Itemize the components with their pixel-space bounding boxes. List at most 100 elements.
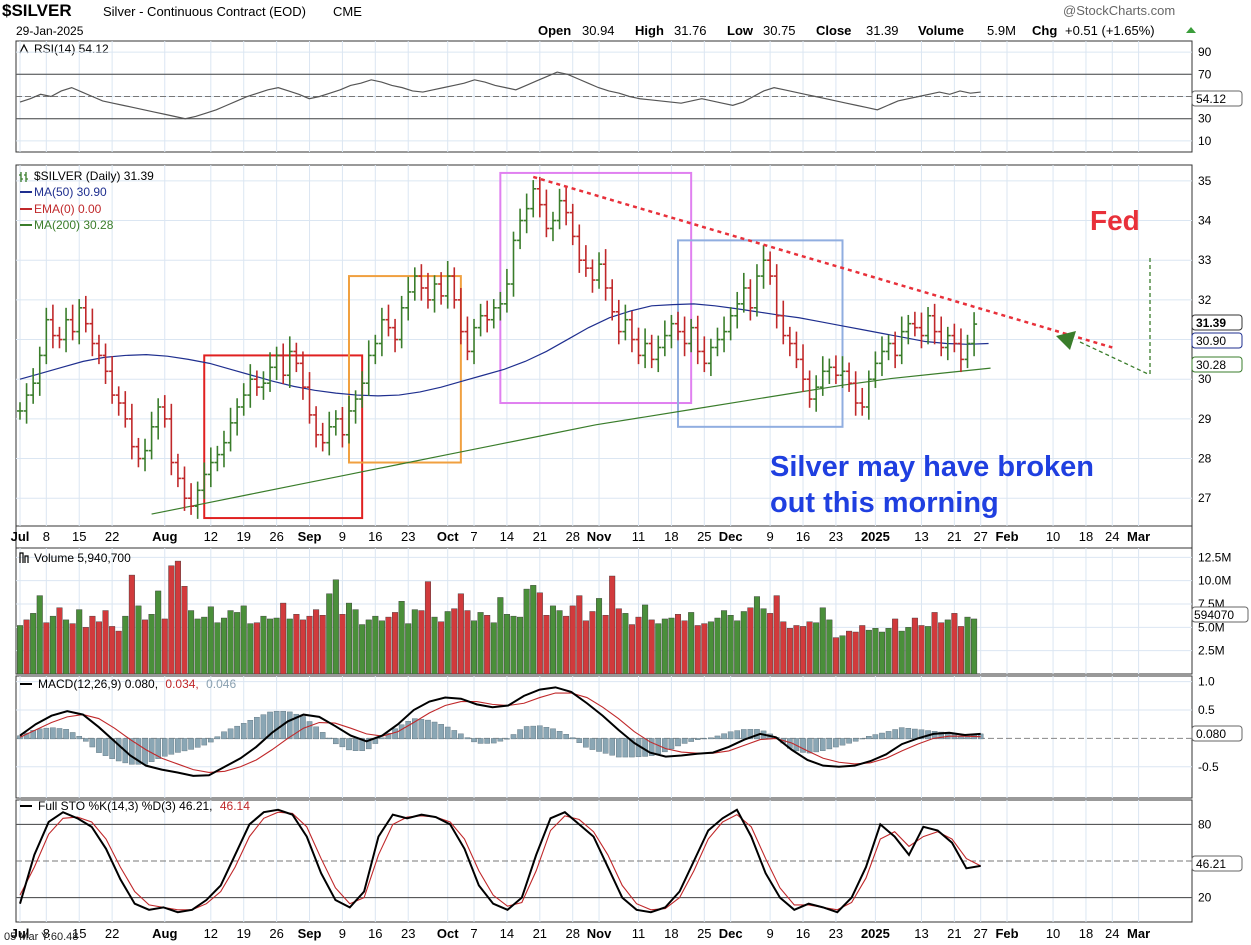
macd-signal-legend: 0.034, xyxy=(165,677,198,691)
y-tick-label: 33 xyxy=(1198,253,1212,267)
volume-bar xyxy=(392,612,399,675)
date-tick-label: 7 xyxy=(470,926,477,941)
macd-hist-bar xyxy=(313,726,319,740)
volume-bar xyxy=(76,609,83,675)
volume-bar xyxy=(385,616,392,675)
macd-hist-bar xyxy=(569,737,576,740)
macd-hist-bar xyxy=(392,728,398,740)
macd-hist-bar xyxy=(517,729,523,740)
macd-hist-bar xyxy=(859,738,866,740)
volume-bar xyxy=(247,623,254,675)
macd-hist-bar xyxy=(451,730,458,740)
volume-bar xyxy=(549,605,556,675)
macd-hist-bar xyxy=(701,738,708,740)
date-tick-label: 10 xyxy=(1046,529,1060,544)
volume-bar xyxy=(95,621,102,675)
macd-hist-bar xyxy=(247,720,254,740)
volume-bar xyxy=(911,617,918,675)
macd-hist-bar xyxy=(543,727,550,740)
macd-hist-bar xyxy=(96,738,102,753)
macd-hist-bar xyxy=(708,737,714,740)
y-tick-label: 32 xyxy=(1198,293,1212,307)
date-tick-label: Nov xyxy=(587,529,612,544)
volume-bar xyxy=(378,620,385,675)
volume-bar xyxy=(740,611,747,675)
macd-hist-bar xyxy=(576,738,583,743)
ma200-badge: 30.28 xyxy=(1196,358,1226,372)
date-tick-label: 13 xyxy=(914,926,928,941)
date-tick-label: 15 xyxy=(72,926,86,941)
y-tick-label: 10 xyxy=(1198,134,1212,148)
volume-bar xyxy=(484,615,491,675)
date-tick-label: 18 xyxy=(1079,926,1093,941)
volume-bar xyxy=(878,631,885,675)
macd-hist-bar xyxy=(273,710,280,740)
macd-hist-bar xyxy=(662,738,668,753)
volume-bar xyxy=(556,610,563,675)
volume-bar xyxy=(760,608,767,675)
volume-bar xyxy=(859,625,866,675)
cursor-readout: 05 Mar Y:60.48 xyxy=(4,931,78,943)
macd-hist-bar xyxy=(918,729,925,740)
volume-bar xyxy=(727,615,734,675)
macd-histogram xyxy=(17,710,984,765)
y-tick-label: 34 xyxy=(1198,214,1212,228)
macd-hist-bar xyxy=(688,738,694,742)
macd-hist-bar xyxy=(89,738,96,748)
volume-bar xyxy=(773,595,780,675)
date-tick-label: 23 xyxy=(829,926,843,941)
volume-bar xyxy=(681,620,688,675)
volume-icon xyxy=(19,552,29,563)
date-tick-label: Feb xyxy=(995,529,1018,544)
date-tick-label: 21 xyxy=(947,926,961,941)
date-tick-label: Nov xyxy=(587,926,612,941)
volume-bar xyxy=(286,618,293,675)
volume-bar xyxy=(411,609,418,675)
volume-bar xyxy=(477,612,484,675)
chg-label: Chg xyxy=(1032,23,1057,38)
macd-hist-bar xyxy=(609,738,615,756)
volume-bar xyxy=(655,623,662,675)
volume-bar xyxy=(688,612,695,675)
date-axis-bottom: Jul 8 15 22 Aug 12 19 26 Sep 9 16 23 Oct 7 14 21 28 Nov 11… xyxy=(11,926,1151,941)
macd-hist-bar xyxy=(892,729,898,740)
volume-bar xyxy=(905,627,912,675)
date-tick-label: 27 xyxy=(973,529,987,544)
macd-hist-bar xyxy=(668,738,675,750)
y-tick-label: -0.5 xyxy=(1198,760,1219,774)
ema-legend: EMA(0) 0.00 xyxy=(34,202,102,216)
volume-bar xyxy=(615,608,622,675)
low-label: Low xyxy=(727,23,754,38)
volume-bar xyxy=(885,628,892,675)
volume-bar xyxy=(405,623,412,675)
volume-bar xyxy=(365,619,372,675)
macd-hist-bar xyxy=(471,738,477,743)
volume-bar xyxy=(714,617,721,675)
macd-hist-bar xyxy=(550,728,556,740)
price-legend-main: $SILVER (Daily) 31.39 xyxy=(34,169,154,183)
volume-bar xyxy=(734,620,741,675)
volume-bar xyxy=(36,595,43,675)
macd-hist-bar xyxy=(898,727,905,740)
macd-hist-bar xyxy=(622,738,629,758)
macd-hist-bar xyxy=(800,738,806,753)
date-axis-frame xyxy=(15,525,1193,549)
volume-bar xyxy=(253,622,260,675)
macd-hist-bar xyxy=(267,711,273,740)
date-tick-label: 14 xyxy=(500,529,514,544)
volume-bar xyxy=(813,622,820,675)
y-tick-label: 90 xyxy=(1198,45,1212,59)
y-tick-label: 80 xyxy=(1198,817,1212,831)
macd-hist-bar xyxy=(727,731,734,740)
rsi-axis: 9070503010 xyxy=(16,45,1212,148)
date-tick-label: 23 xyxy=(401,926,415,941)
macd-hist-bar xyxy=(365,738,372,750)
macd-hist-bar xyxy=(938,731,944,740)
date-tick-label: 18 xyxy=(664,926,678,941)
volume-bar xyxy=(109,626,116,675)
volume-bar xyxy=(267,618,274,675)
volume-bar xyxy=(148,614,155,675)
volume-value: 5.9M xyxy=(987,23,1016,38)
volume-bar xyxy=(424,581,431,675)
open-value: 30.94 xyxy=(582,23,615,38)
